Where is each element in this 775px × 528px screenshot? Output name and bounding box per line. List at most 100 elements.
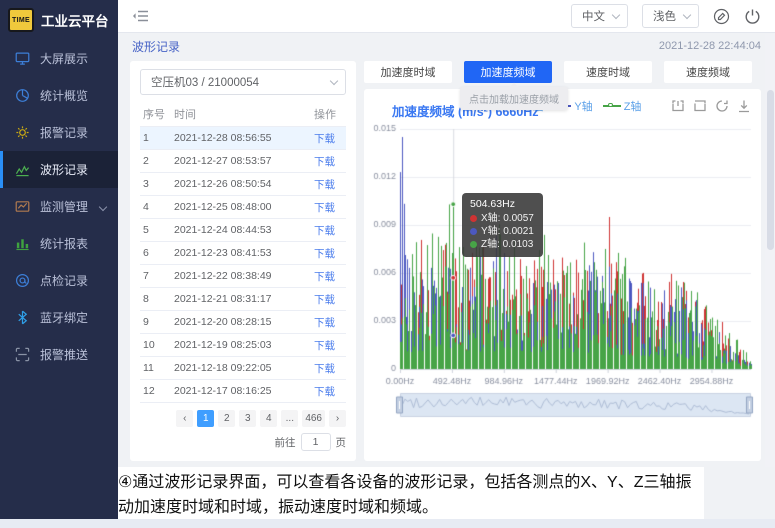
caption-text: ④通过波形记录界面，可以查看各设备的波形记录，包括各测点的X、Y、Z三轴振动加速… [118, 467, 704, 519]
sidebar-item-label: 统计概览 [40, 89, 89, 103]
page-button-3[interactable]: 3 [239, 410, 257, 427]
sidebar-item-label: 报警推送 [40, 348, 89, 362]
row-index: 7 [143, 270, 149, 282]
chart-panel: 加速度频域 (m/s²) 6660Hz X轴Y轴Z轴 504.63Hz X轴: … [364, 89, 761, 461]
download-link[interactable]: 下载 [314, 224, 335, 237]
record-time: 2021-12-20 08:28:15 [174, 316, 272, 328]
download-link[interactable]: 下载 [314, 155, 335, 168]
tab-4[interactable]: 速度频域 [664, 61, 752, 83]
legend-label: Z轴 [623, 101, 642, 113]
download-link[interactable]: 下载 [314, 339, 335, 352]
table-row[interactable]: 4 2021-12-25 08:48:00 下载 [140, 196, 346, 219]
scrollbar[interactable] [765, 34, 775, 467]
more-pages-button[interactable]: ... [281, 410, 299, 427]
box-zoom-icon[interactable] [671, 99, 685, 113]
table-row[interactable]: 11 2021-12-18 09:22:05 下载 [140, 357, 346, 380]
download-link[interactable]: 下载 [314, 316, 335, 329]
chevron-down-icon [98, 202, 108, 211]
table-row[interactable]: 6 2021-12-23 08:41:53 下载 [140, 242, 346, 265]
table-row[interactable]: 1 2021-12-28 08:56:55 下载 [140, 127, 346, 150]
download-link[interactable]: 下载 [314, 201, 335, 214]
prev-page-button[interactable]: ‹ [176, 410, 194, 427]
breadcrumb[interactable]: 波形记录 [132, 39, 181, 54]
record-list-panel: 空压机03 / 21000054 序号 时间 操作 1 2021-12-28 08:5… [130, 61, 356, 461]
record-time: 2021-12-24 08:44:53 [174, 224, 272, 236]
waveform-icon [14, 162, 30, 178]
collapse-menu-icon[interactable] [132, 9, 150, 23]
table-row[interactable]: 8 2021-12-21 08:31:17 下载 [140, 288, 346, 311]
chart-toolbox [671, 99, 751, 113]
content: 空压机03 / 21000054 序号 时间 操作 1 2021-12-28 08:5… [118, 59, 775, 467]
sidebar-item-4[interactable]: 波形记录 [0, 151, 118, 188]
record-time: 2021-12-27 08:53:57 [174, 155, 272, 167]
page-button-466[interactable]: 466 [302, 410, 325, 427]
download-link[interactable]: 下载 [314, 385, 335, 398]
column-header: 操作 [314, 109, 336, 121]
legend-item-Z轴[interactable]: Z轴 [602, 98, 642, 114]
download-link[interactable]: 下载 [314, 178, 335, 191]
app-title: 工业云平台 [41, 14, 109, 29]
sidebar-nav: 大屏展示统计概览报警记录 波形记录 监测管理 统计报表 点检记录 蓝牙绑定报警推送 [0, 40, 118, 373]
table-row[interactable]: 7 2021-12-22 08:38:49 下载 [140, 265, 346, 288]
column-header: 序号 [143, 109, 165, 121]
tab-2[interactable]: 加速度频域 [464, 61, 552, 83]
table-row[interactable]: 5 2021-12-24 08:44:53 下载 [140, 219, 346, 242]
download-link[interactable]: 下载 [314, 293, 335, 306]
page-button-4[interactable]: 4 [260, 410, 278, 427]
download-link[interactable]: 下载 [314, 270, 335, 283]
table-row[interactable]: 12 2021-12-17 08:16:25 下载 [140, 380, 346, 403]
tab-tooltip: 点击加载加速度频域 [460, 82, 568, 110]
bottom-strip [0, 519, 775, 528]
bar-chart-icon [14, 236, 30, 252]
row-index: 10 [143, 339, 155, 351]
table-row[interactable]: 2 2021-12-27 08:53:57 下载 [140, 150, 346, 173]
pagination-goto: 前往 页 [140, 433, 346, 451]
row-index: 6 [143, 247, 149, 259]
tab-1[interactable]: 加速度时域 [364, 61, 452, 83]
record-time: 2021-12-21 08:31:17 [174, 293, 272, 305]
save-image-icon[interactable] [737, 99, 751, 113]
record-time: 2021-12-22 08:38:49 [174, 270, 272, 282]
language-select[interactable]: 中文 [571, 4, 628, 28]
record-time: 2021-12-28 08:56:55 [174, 132, 272, 144]
device-select[interactable]: 空压机03 / 21000054 [140, 69, 346, 95]
zoom-reset-icon[interactable] [693, 99, 707, 113]
table-row[interactable]: 10 2021-12-19 08:25:03 下载 [140, 334, 346, 357]
sidebar-item-2[interactable]: 统计概览 [0, 77, 118, 114]
scrollbar-thumb[interactable] [766, 90, 774, 250]
record-time: 2021-12-25 08:48:00 [174, 201, 272, 213]
sidebar-item-6[interactable]: 统计报表 [0, 225, 118, 262]
waveform-panel: 加速度时域 加速度频域 速度时域 速度频域 点击加载加速度频域 加速度频域 (m/s²… [364, 61, 761, 461]
sidebar-item-3[interactable]: 报警记录 [0, 114, 118, 151]
record-time: 2021-12-26 08:50:54 [174, 178, 272, 190]
theme-select[interactable]: 浅色 [642, 4, 699, 28]
goto-page-input[interactable] [300, 433, 331, 451]
table-row[interactable]: 3 2021-12-26 08:50:54 下载 [140, 173, 346, 196]
next-page-button[interactable]: › [329, 410, 346, 427]
refresh-icon[interactable] [715, 99, 729, 113]
page-button-2[interactable]: 2 [218, 410, 236, 427]
record-time: 2021-12-19 08:25:03 [174, 339, 272, 351]
table-row[interactable]: 9 2021-12-20 08:28:15 下载 [140, 311, 346, 334]
record-time: 2021-12-17 08:16:25 [174, 385, 272, 397]
download-link[interactable]: 下载 [314, 132, 335, 145]
theme-select-value: 浅色 [653, 11, 676, 23]
sidebar-item-1[interactable]: 大屏展示 [0, 40, 118, 77]
legend-marker-icon [602, 102, 621, 110]
edit-circle-icon[interactable] [713, 8, 730, 25]
row-index: 2 [143, 155, 149, 167]
chevron-down-icon [611, 10, 621, 19]
tooltip-arrow [509, 82, 519, 92]
download-link[interactable]: 下载 [314, 247, 335, 260]
spectrum-chart[interactable] [370, 121, 757, 433]
row-index: 5 [143, 224, 149, 236]
sidebar-item-5[interactable]: 监测管理 [0, 188, 118, 225]
download-link[interactable]: 下载 [314, 362, 335, 375]
power-icon[interactable] [744, 8, 761, 25]
sidebar-item-7[interactable]: 点检记录 [0, 262, 118, 299]
tab-3[interactable]: 速度时域 [564, 61, 652, 83]
page-button-1[interactable]: 1 [197, 410, 215, 427]
sidebar: TIME 工业云平台 大屏展示 统计概览 报警记录 波形记录 监测管理 统计报表 点检记录蓝… [0, 0, 118, 519]
sidebar-item-8[interactable]: 蓝牙绑定 [0, 299, 118, 336]
sidebar-item-9[interactable]: 报警推送 [0, 336, 118, 373]
